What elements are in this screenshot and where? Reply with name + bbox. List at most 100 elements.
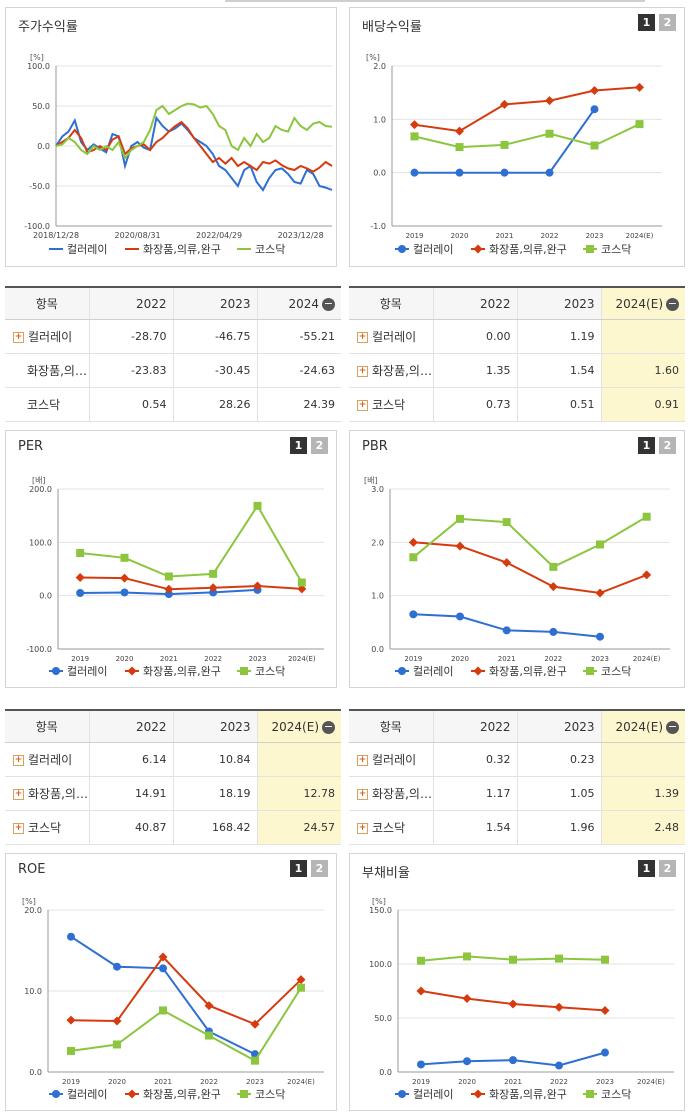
table-row: + 컬러레이 0.32 0.23 xyxy=(349,742,685,777)
table-row: + 화장품,의… 1.35 1.54 1.60 xyxy=(349,353,685,388)
legend-marker xyxy=(52,1090,60,1098)
y-tick-label: 0.0 xyxy=(373,169,386,178)
data-point xyxy=(410,168,419,177)
panel-title: 배당수익률 xyxy=(362,20,422,35)
expand-row-icon[interactable]: + xyxy=(357,366,368,377)
expand-row-icon[interactable]: + xyxy=(13,823,24,834)
data-point xyxy=(545,96,554,106)
view-1-button[interactable]: 1 xyxy=(638,860,655,877)
column-header: 항목 xyxy=(5,711,89,743)
x-tick-label: 2020 xyxy=(451,232,469,240)
collapse-column-button[interactable]: − xyxy=(322,296,335,311)
y-unit-label: [%] xyxy=(22,897,36,906)
panel-title: ROE xyxy=(18,862,46,877)
collapse-column-button[interactable]: − xyxy=(666,296,679,311)
legend-label: 코스닥 xyxy=(255,243,285,256)
data-point xyxy=(164,590,173,599)
view-2-button[interactable]: 2 xyxy=(659,14,676,31)
data-point xyxy=(416,986,426,996)
collapse-column-button[interactable]: − xyxy=(666,719,679,734)
table-cell: 2.48 xyxy=(600,810,685,845)
x-tick-label: 2023/12/28 xyxy=(278,231,324,240)
view-1-button[interactable]: 1 xyxy=(290,860,307,877)
legend-label: 컬러레이 xyxy=(413,243,453,256)
collapse-column-button[interactable]: − xyxy=(322,719,335,734)
roe-panel: ROE 1 2 [%] 20.0 10.0 0.0 2019 2020 2021 2022 20… xyxy=(5,853,337,1111)
data-point xyxy=(596,540,604,549)
y-tick-label: 100.0 xyxy=(27,62,50,71)
table-cell: 40.87 xyxy=(88,810,173,845)
series-line-2 xyxy=(55,120,333,173)
table-cell: -23.83 xyxy=(88,353,173,388)
table-cell: 1.05 xyxy=(516,776,601,811)
data-point xyxy=(601,955,609,964)
y-tick-label: 0.0 xyxy=(37,142,50,151)
data-point xyxy=(158,952,168,962)
expand-row-icon[interactable]: + xyxy=(13,789,24,800)
legend-marker xyxy=(473,666,483,676)
x-tick-label: 2024(E) xyxy=(288,655,316,663)
y-tick-label: 0.0 xyxy=(379,1068,392,1077)
column-header: 2022 xyxy=(432,288,517,320)
per-chart: [배]200.0 100.0 0.0 -100.0 2019 2020 2021 2022 20… xyxy=(26,476,324,678)
y-tick-label: 0.0 xyxy=(39,592,52,601)
y-tick-label: 2.0 xyxy=(371,538,384,547)
expand-row-icon[interactable]: + xyxy=(357,789,368,800)
y-tick-label: 50.0 xyxy=(374,1014,392,1023)
data-point xyxy=(417,1060,425,1069)
legend-marker xyxy=(127,1089,137,1099)
y-tick-label: 20.0 xyxy=(24,906,42,915)
data-point xyxy=(456,514,464,523)
x-tick-label: 2019 xyxy=(71,655,89,663)
y-tick-label: 200.0 xyxy=(29,485,52,494)
expand-row-icon[interactable]: + xyxy=(357,400,368,411)
view-2-button[interactable]: 2 xyxy=(311,860,328,877)
view-2-button[interactable]: 2 xyxy=(311,437,328,454)
table-cell: 0.23 xyxy=(516,742,601,777)
data-point xyxy=(500,99,509,109)
legend-label: 화장품,의류,완구 xyxy=(489,665,567,678)
data-point xyxy=(159,1006,167,1015)
table-cell: 12.78 xyxy=(256,776,341,811)
table-cell: -28.70 xyxy=(88,319,173,354)
view-1-button[interactable]: 1 xyxy=(638,14,655,31)
view-1-button[interactable]: 1 xyxy=(290,437,307,454)
data-point xyxy=(297,584,307,594)
table-cell: 1.96 xyxy=(516,810,601,845)
data-point xyxy=(463,1057,471,1066)
data-point xyxy=(164,572,173,581)
table-cell: 6.14 xyxy=(88,742,173,777)
view-1-button[interactable]: 1 xyxy=(638,437,655,454)
expand-row-icon[interactable]: + xyxy=(357,823,368,834)
y-tick-label: 3.0 xyxy=(371,485,384,494)
data-point xyxy=(417,956,425,965)
data-point xyxy=(76,589,85,597)
table-cell: 10.84 xyxy=(172,742,257,777)
row-label: + 컬러레이 xyxy=(349,319,433,354)
y-unit-label: [배] xyxy=(364,476,378,485)
view-2-button[interactable]: 2 xyxy=(659,437,676,454)
expand-row-icon[interactable]: + xyxy=(357,755,368,766)
expand-row-icon[interactable]: + xyxy=(13,755,24,766)
data-point xyxy=(120,553,129,562)
expand-row-icon[interactable]: + xyxy=(13,332,24,343)
per-panel: PER 1 2 [배] 200.0 100.0 0.0 -100.0 2019 2020 20… xyxy=(5,430,337,688)
pbr-panel: PBR 1 2 [배] 3.0 2.0 1.0 0.0 2019 2020 2021 2022 2… xyxy=(349,430,685,688)
y-tick-label: 1.0 xyxy=(373,115,386,124)
stock-return-panel: 주가수익률 [%] 100.0 50.0 0.0 -50.0 -100.0 2018/12/… xyxy=(5,7,337,267)
x-tick-label: 2022/04/29 xyxy=(196,231,242,240)
table-cell: 0.00 xyxy=(432,319,517,354)
expand-row-icon[interactable]: + xyxy=(357,332,368,343)
data-point xyxy=(410,132,419,141)
row-label: 코스닥 xyxy=(5,387,89,422)
pbr-table: 항목 2022 2023 2024(E) − + 컬러레이 0.32 0.23 + 화장품,의… 1.… xyxy=(349,709,685,845)
panel-title: PBR xyxy=(362,439,388,454)
y-tick-label: -1.0 xyxy=(370,222,386,231)
view-2-button[interactable]: 2 xyxy=(659,860,676,877)
panel-title: 주가수익률 xyxy=(18,20,78,35)
row-label: + 코스닥 xyxy=(5,810,89,845)
y-tick-label: 1.0 xyxy=(371,592,384,601)
table-cell: 168.42 xyxy=(172,810,257,845)
table-cell: 0.91 xyxy=(600,387,685,422)
data-point xyxy=(555,954,563,963)
